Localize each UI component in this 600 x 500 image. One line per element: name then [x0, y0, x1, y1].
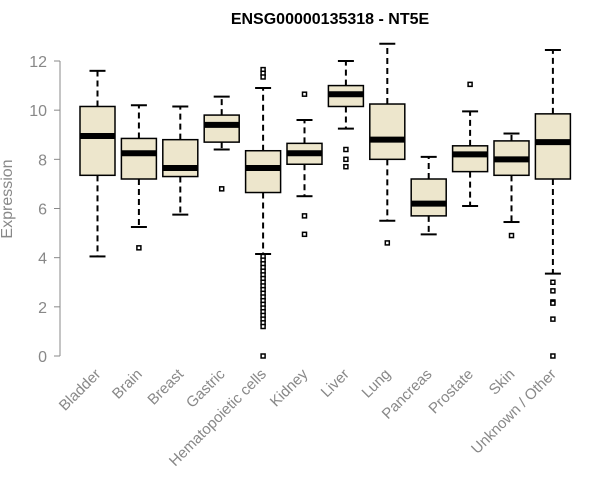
y-axis: 0 2 4 6 8 10 12: [29, 54, 61, 366]
box-group: [162, 105, 199, 216]
chart-title: ENSG00000135318 - NT5E: [231, 11, 430, 28]
outlier-point: [343, 163, 349, 170]
category-label: Bladder: [56, 366, 105, 415]
box-group: [534, 48, 572, 359]
iqr-box: [162, 138, 199, 178]
category-label: Liver: [318, 366, 353, 401]
outlier-point: [550, 288, 556, 294]
outlier-point: [384, 240, 391, 246]
outlier-point: [301, 231, 308, 238]
iqr-box: [410, 178, 447, 217]
y-tick-label: 8: [38, 152, 47, 169]
category-label: Kidney: [267, 365, 312, 410]
y-tick-label: 10: [29, 103, 47, 120]
y-tick-label: 4: [38, 251, 47, 268]
iqr-box: [369, 103, 406, 161]
category-label: Prostate: [425, 366, 477, 418]
outlier-point: [136, 245, 142, 251]
iqr-box: [534, 113, 572, 180]
box-group: [451, 81, 489, 208]
category-label: Skin: [486, 366, 519, 399]
outlier-point: [467, 81, 473, 88]
outlier-point: [301, 213, 308, 219]
y-tick-label: 12: [29, 54, 47, 71]
iqr-box: [244, 149, 282, 194]
box-group: [120, 104, 158, 251]
y-tick-label: 2: [38, 300, 47, 317]
outlier-point: [260, 74, 266, 80]
box-group: [203, 95, 240, 192]
outlier-point: [550, 353, 556, 359]
iqr-box: [203, 114, 240, 143]
category-label: Brain: [109, 366, 146, 403]
box-group: [369, 42, 406, 246]
box-group: [493, 132, 530, 239]
outlier-point: [343, 156, 349, 163]
outlier-point: [260, 353, 266, 359]
iqr-box: [79, 105, 116, 177]
outlier-point: [550, 316, 556, 322]
outlier-point: [550, 279, 556, 285]
outlier-point: [343, 146, 349, 153]
outlier-point: [550, 300, 556, 306]
y-axis-title: Expression: [0, 159, 16, 238]
box-group: [327, 60, 365, 170]
category-label: Breast: [144, 365, 187, 408]
box-group: [410, 155, 447, 236]
y-tick-label: 0: [38, 349, 47, 366]
y-tick-label: 6: [38, 202, 47, 219]
iqr-box: [451, 145, 489, 173]
outlier-point: [218, 186, 225, 192]
category-label: Lung: [359, 366, 395, 402]
box-group: [244, 66, 282, 359]
boxes-group: [79, 42, 572, 359]
outlier-point: [508, 232, 515, 239]
outlier-point: [260, 323, 266, 330]
box-group: [286, 91, 323, 238]
iqr-box: [120, 137, 158, 180]
outlier-point: [301, 91, 308, 97]
box-group: [79, 69, 116, 258]
